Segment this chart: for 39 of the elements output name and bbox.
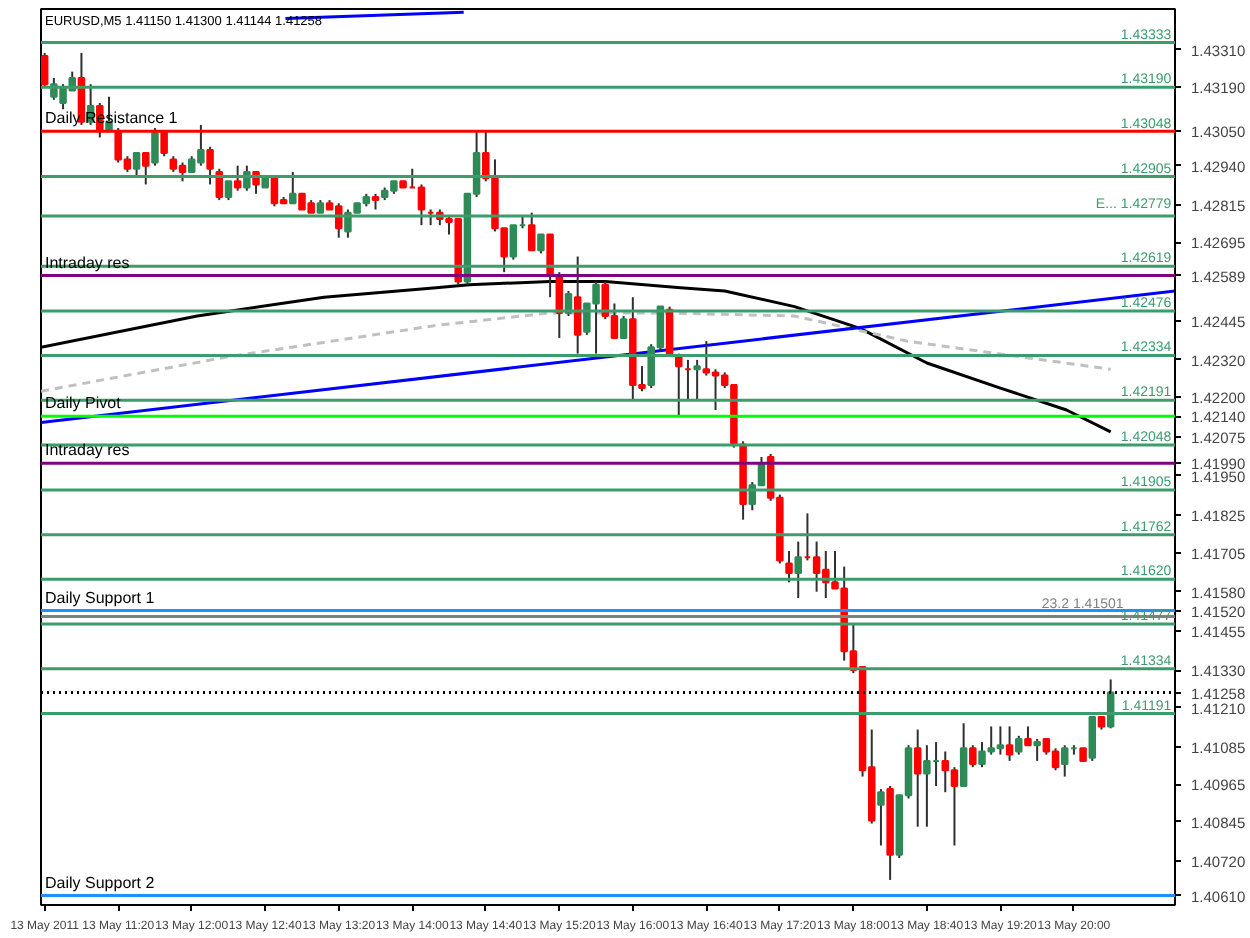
candlestick xyxy=(334,202,343,239)
candlestick xyxy=(675,352,683,418)
ref-line-label: Intraday res xyxy=(45,441,130,460)
line-series xyxy=(41,311,1113,393)
candlestick xyxy=(509,224,518,261)
candlestick xyxy=(877,788,885,847)
candlestick xyxy=(142,152,150,186)
candlestick xyxy=(41,51,49,89)
candlestick xyxy=(693,358,701,402)
candlestick xyxy=(1005,725,1014,762)
ref-line-label: Daily Support 2 xyxy=(45,873,156,892)
candlestick xyxy=(923,744,931,828)
candlestick xyxy=(1024,725,1032,747)
candlestick xyxy=(959,722,968,787)
candlestick xyxy=(417,183,426,227)
candlestick xyxy=(233,164,242,192)
candlestick xyxy=(941,750,950,794)
candlestick xyxy=(206,145,214,186)
ref-line-label: Daily Support 1 xyxy=(45,588,156,607)
candlestick xyxy=(785,549,793,584)
candlestick xyxy=(1033,737,1041,762)
candlestick xyxy=(794,540,802,599)
candlestick xyxy=(619,315,628,339)
candlestick xyxy=(702,340,711,377)
candlestick xyxy=(178,161,187,183)
candlestick xyxy=(950,766,959,847)
candlestick xyxy=(527,211,536,252)
candlestick xyxy=(1060,744,1069,778)
candlestick xyxy=(711,368,720,412)
candlestick xyxy=(1015,734,1023,756)
candlestick xyxy=(132,152,141,177)
candlestick xyxy=(969,744,977,769)
candlestick xyxy=(1088,716,1097,762)
candlestick xyxy=(224,180,233,202)
candlestick xyxy=(151,127,159,167)
candlestick xyxy=(289,170,297,205)
candlestick xyxy=(537,233,545,255)
candlestick xyxy=(913,728,922,828)
candlestick xyxy=(546,233,554,299)
